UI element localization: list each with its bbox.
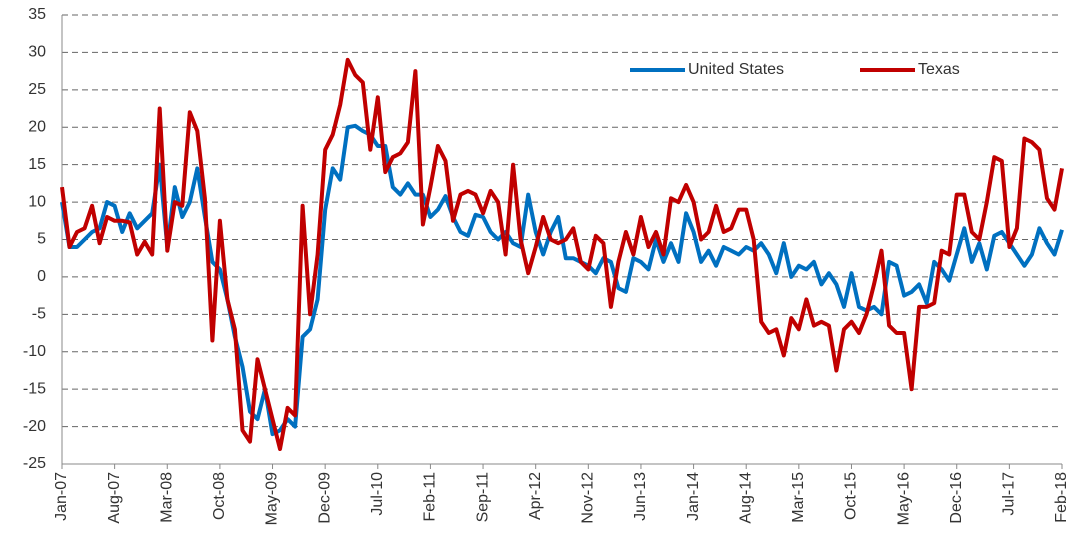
x-tick-label: Dec-16: [948, 472, 965, 524]
y-tick-label: 30: [28, 44, 46, 61]
y-tick-label: -5: [32, 306, 46, 323]
x-tick-label: May-09: [264, 472, 281, 525]
x-tick-label: Mar-15: [790, 472, 807, 523]
y-tick-label: 0: [37, 268, 46, 285]
x-tick-label: Oct-08: [211, 472, 228, 520]
x-tick-label: Jul-17: [1001, 472, 1018, 516]
y-tick-label: 35: [28, 6, 46, 23]
y-tick-label: -25: [23, 455, 46, 472]
y-tick-label: -20: [23, 418, 46, 435]
x-tick-label: Jan-14: [685, 472, 702, 521]
x-tick-label: Jan-07: [53, 472, 70, 521]
y-tick-label: 25: [28, 81, 46, 98]
x-tick-label: Aug-07: [106, 472, 123, 524]
legend-label: Texas: [918, 61, 960, 78]
x-tick-label: Feb-18: [1053, 472, 1067, 523]
y-tick-label: 20: [28, 118, 46, 135]
x-tick-label: Dec-09: [316, 472, 333, 524]
x-tick-label: Jun-13: [632, 472, 649, 521]
x-tick-label: Nov-12: [580, 472, 597, 524]
x-tick-label: Feb-11: [422, 472, 439, 522]
line-series: [60, 57, 1064, 451]
y-tick-label: 15: [28, 156, 46, 173]
x-tick-label: Apr-12: [527, 472, 544, 520]
x-tick-label: Sep-11: [474, 472, 491, 523]
y-tick-label: -10: [23, 343, 46, 360]
x-tick-label: May-16: [895, 472, 912, 525]
x-tick-label: Mar-08: [158, 472, 175, 523]
x-tick-label: Jul-10: [369, 472, 386, 516]
x-tick-label: Oct-15: [843, 472, 860, 520]
y-tick-label: 10: [28, 193, 46, 210]
y-tick-label: 5: [37, 231, 46, 248]
legend-label: United States: [688, 61, 784, 78]
y-tick-label: -15: [23, 380, 46, 397]
x-tick-label: Aug-14: [737, 472, 754, 524]
